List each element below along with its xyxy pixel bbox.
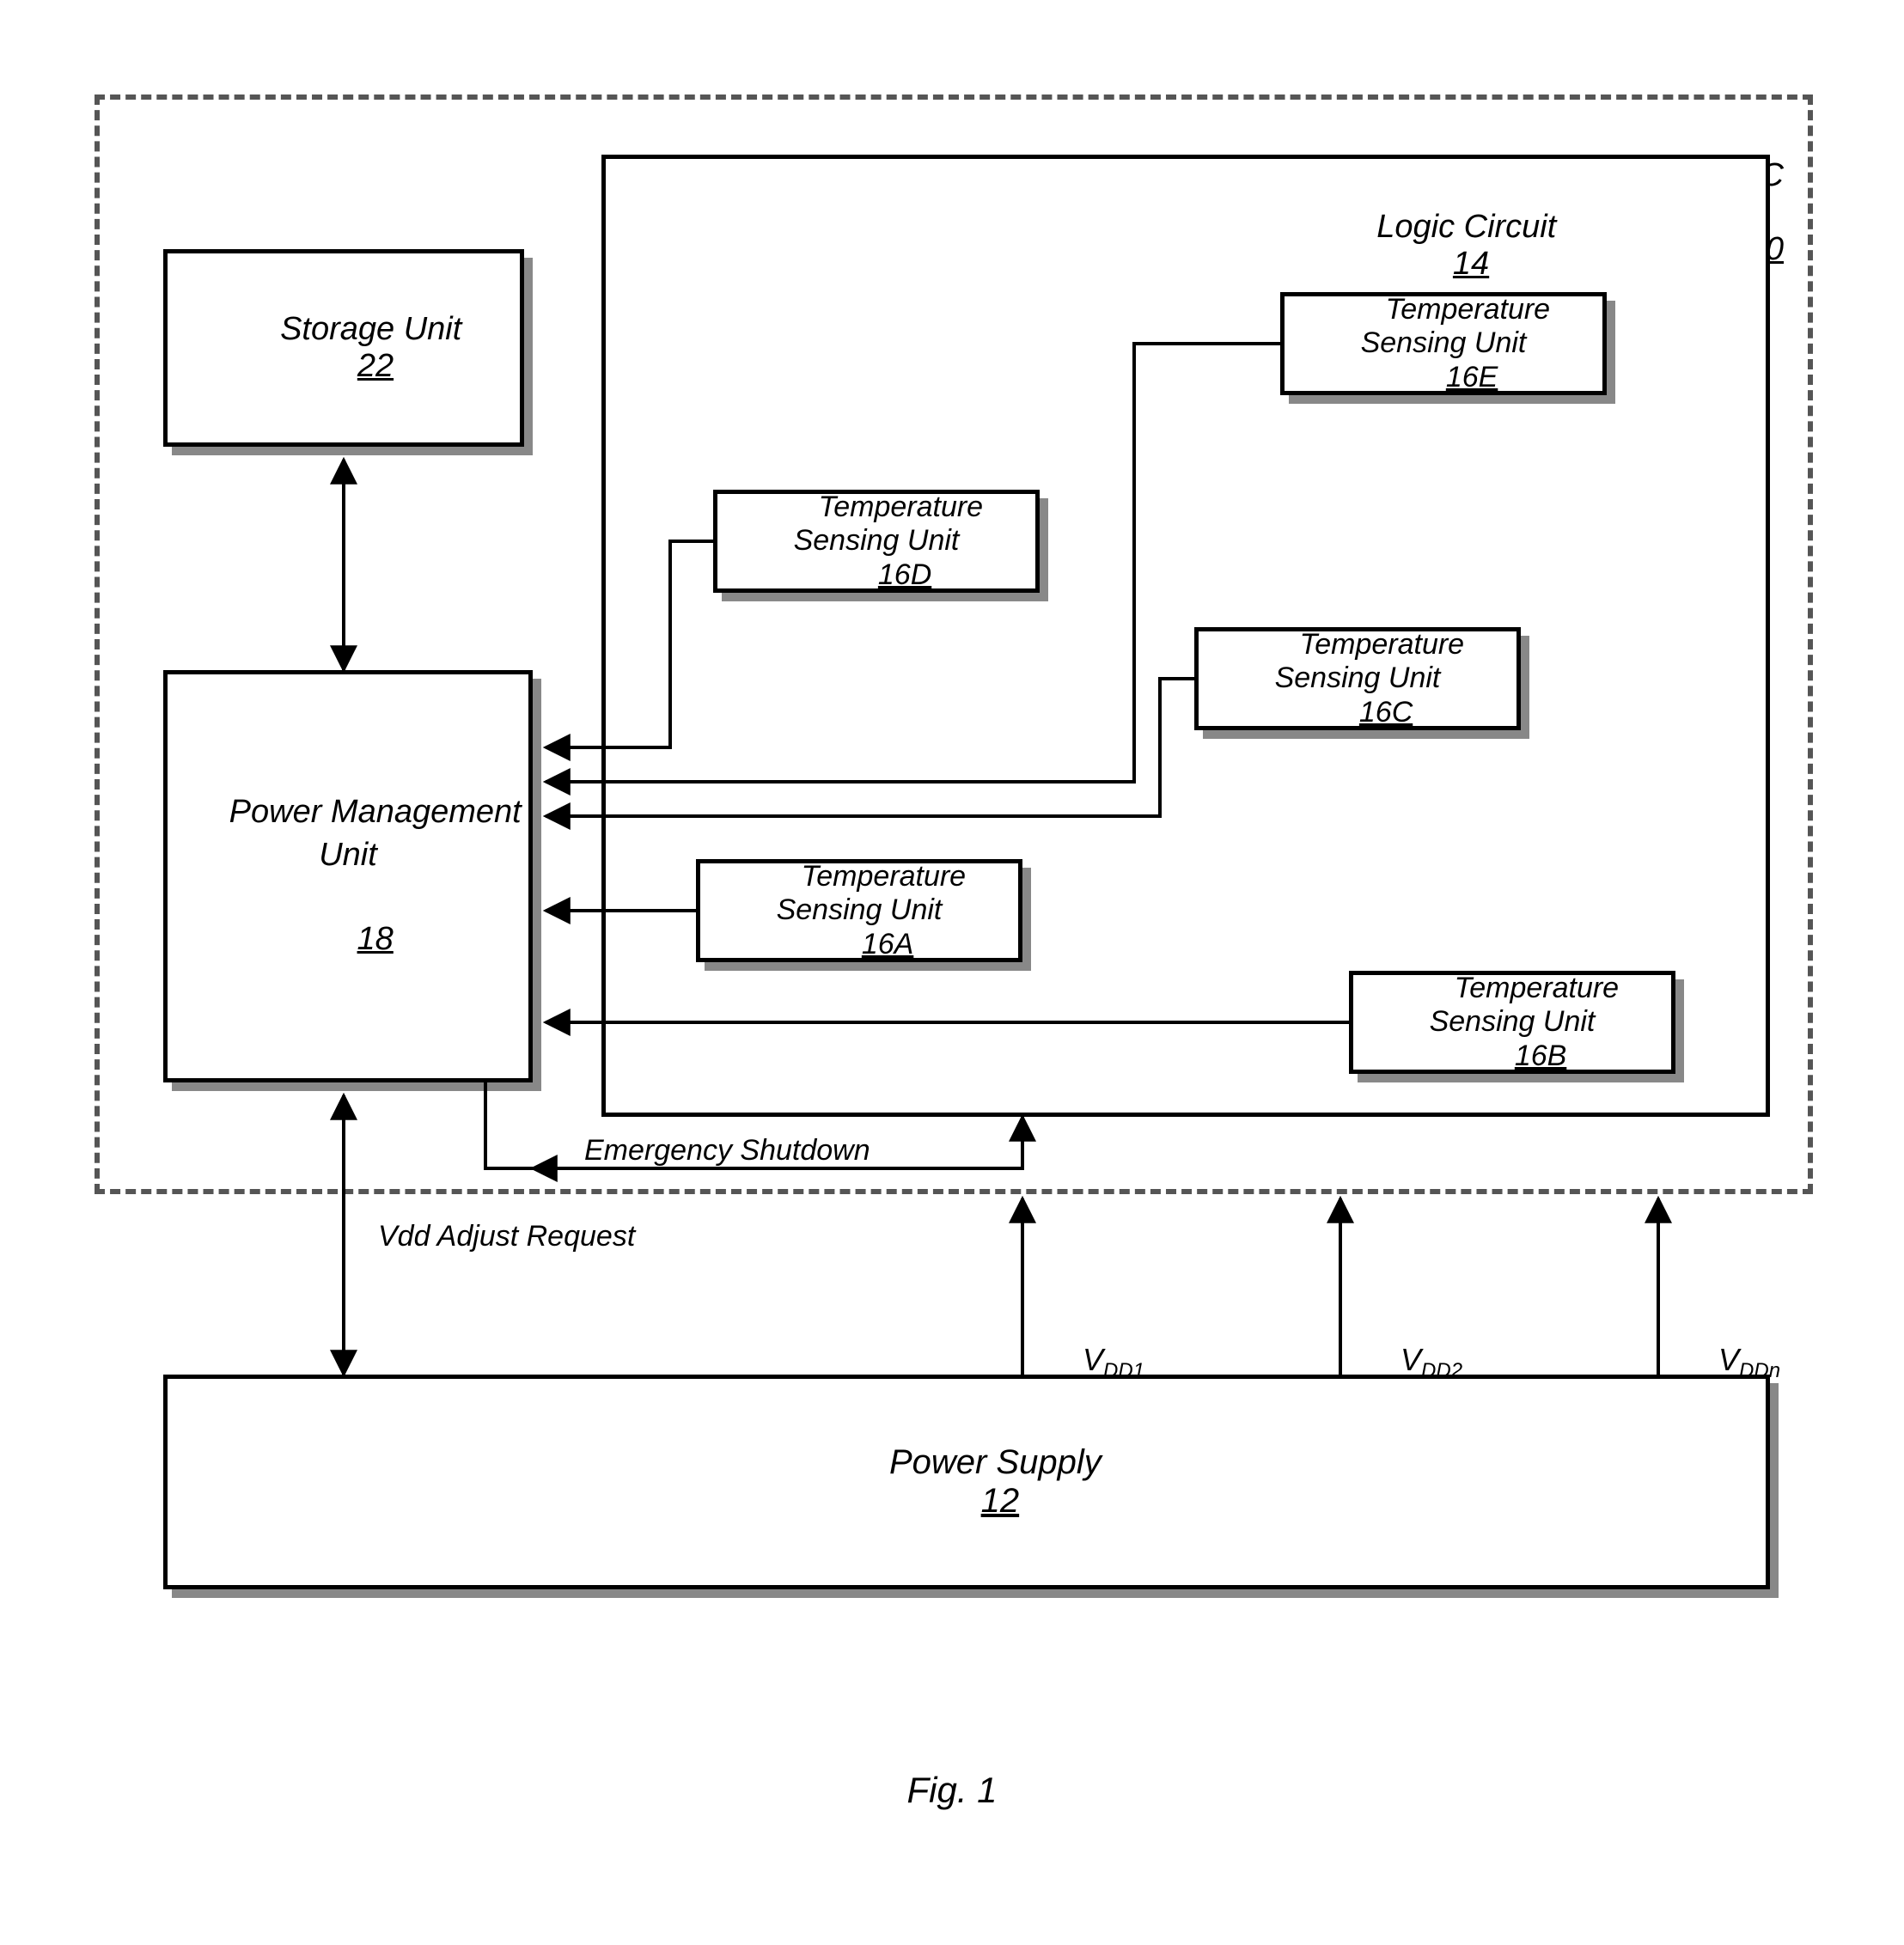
vddn-v: V — [1718, 1342, 1739, 1377]
storage-label-text: Storage Unit — [280, 311, 461, 347]
sensor-c-ref: 16C — [1359, 696, 1413, 729]
vddn-sub: DDn — [1739, 1359, 1780, 1382]
psu-label-text: Power Supply — [889, 1443, 1102, 1481]
vdd-adjust-label: Vdd Adjust Request — [378, 1220, 635, 1253]
sensor-e-ref: 16E — [1446, 361, 1498, 393]
vdd1-label: VDD1 — [1048, 1306, 1144, 1419]
sensor-d-label: Temperature Sensing Unit — [794, 491, 984, 557]
emergency-shutdown-label: Emergency Shutdown — [584, 1134, 870, 1168]
sensor-b-ref: 16B — [1515, 1040, 1567, 1072]
logic-label-text: Logic Circuit — [1376, 209, 1556, 245]
sensor-16b-box: Temperature Sensing Unit 16B — [1349, 971, 1675, 1074]
pmu-label-text: Power Management Unit — [229, 794, 522, 872]
sensor-c-label: Temperature Sensing Unit — [1275, 628, 1465, 694]
sensor-a-label: Temperature Sensing Unit — [777, 860, 967, 926]
sensor-16d-box: Temperature Sensing Unit 16D — [713, 490, 1040, 593]
sensor-b-label: Temperature Sensing Unit — [1430, 972, 1620, 1038]
sensor-a-ref: 16A — [862, 928, 914, 960]
sensor-d-ref: 16D — [878, 558, 931, 591]
power-supply-box: Power Supply 12 — [163, 1375, 1770, 1589]
vdd2-label: VDD2 — [1366, 1306, 1462, 1419]
vdd1-v: V — [1083, 1342, 1103, 1377]
pmu-box: Power Management Unit 18 — [163, 670, 533, 1082]
diagram-canvas: IC 10 Logic Circuit 14 Storage Unit 22 P… — [0, 0, 1904, 1945]
vdd1-sub: DD1 — [1103, 1359, 1144, 1382]
sensor-16e-box: Temperature Sensing Unit 16E — [1280, 292, 1607, 395]
psu-ref: 12 — [981, 1482, 1020, 1520]
pmu-ref: 18 — [357, 921, 394, 957]
storage-unit-box: Storage Unit 22 — [163, 249, 524, 447]
figure-caption: Fig. 1 — [0, 1770, 1904, 1811]
vdd2-sub: DD2 — [1421, 1359, 1462, 1382]
sensor-16a-box: Temperature Sensing Unit 16A — [696, 859, 1022, 962]
sensor-e-label: Temperature Sensing Unit — [1361, 293, 1551, 359]
vdd2-v: V — [1401, 1342, 1421, 1377]
storage-ref: 22 — [357, 348, 394, 384]
sensor-16c-box: Temperature Sensing Unit 16C — [1194, 627, 1521, 730]
vddn-label: VDDn — [1684, 1306, 1780, 1419]
